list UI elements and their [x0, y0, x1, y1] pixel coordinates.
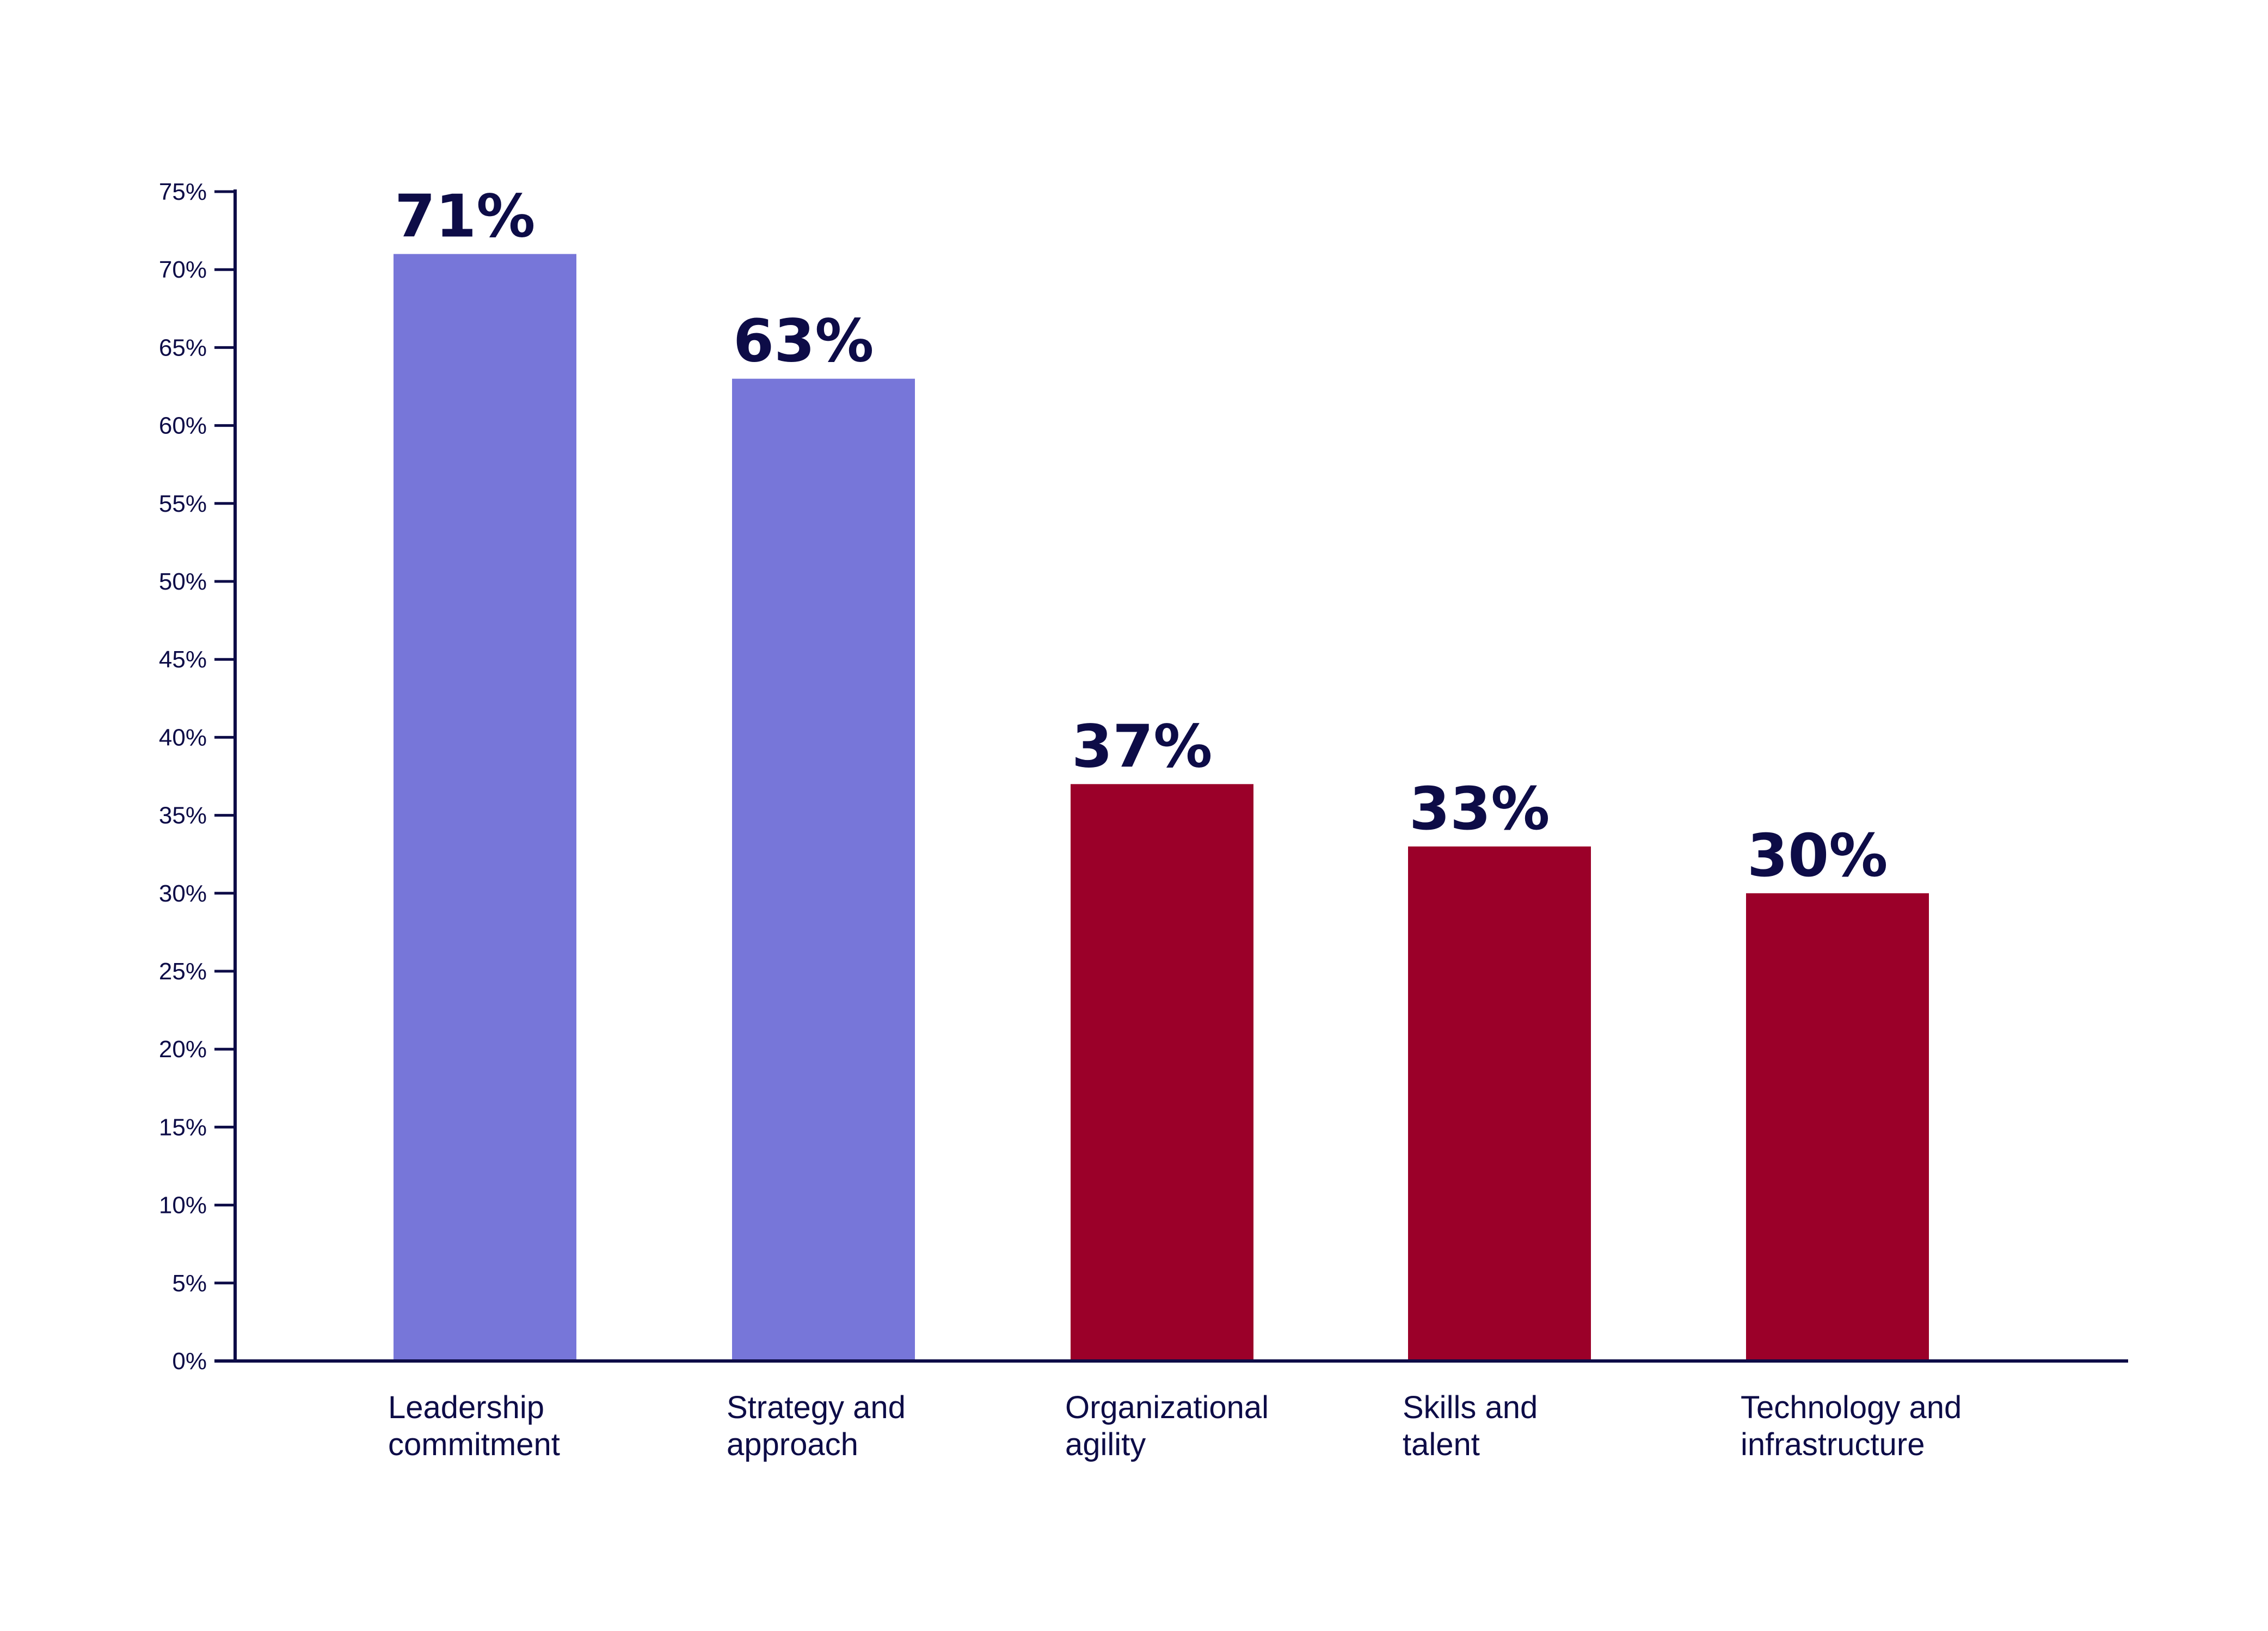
y-tick-label: 25% [159, 958, 207, 985]
data-label: 71% [395, 183, 536, 251]
y-tick-label: 65% [159, 334, 207, 361]
y-tick-label: 55% [159, 490, 207, 517]
bar [394, 254, 576, 1361]
y-tick-label: 15% [159, 1114, 207, 1141]
y-tick-label: 35% [159, 802, 207, 829]
y-tick-label: 40% [159, 724, 207, 751]
value-labels: 71% 63% 37% 33% 30% [395, 183, 1888, 890]
x-category-label: Organizational agility [1065, 1390, 1269, 1462]
data-label: 33% [1409, 775, 1550, 843]
y-tick-label: 75% [159, 179, 207, 205]
bar [1408, 846, 1591, 1361]
bar [732, 378, 915, 1362]
data-label: 30% [1747, 822, 1888, 890]
bar [1746, 893, 1929, 1361]
y-tick-label: 0% [172, 1348, 207, 1375]
y-tick-label: 60% [159, 413, 207, 439]
category-labels: Leadership commitment Strategy and approach… [388, 1390, 1962, 1462]
y-axis-ticks: 0% 5% 10% 15% 20% 25% 30% 35% 40% 45% 50% 55% 60% 65%… [159, 179, 235, 1375]
y-tick-label: 10% [159, 1192, 207, 1219]
data-label: 37% [1072, 713, 1213, 781]
x-category-label: Strategy and approach [727, 1390, 906, 1462]
y-tick-label: 70% [159, 256, 207, 283]
x-category-label: Technology and infrastructure [1741, 1390, 1962, 1462]
bars [394, 254, 1929, 1362]
x-category-label: Leadership commitment [388, 1390, 560, 1462]
y-tick-label: 20% [159, 1036, 207, 1063]
y-tick-label: 5% [172, 1270, 207, 1297]
x-category-label: Skills and talent [1403, 1390, 1538, 1462]
y-tick-label: 50% [159, 568, 207, 595]
bar [1071, 784, 1253, 1361]
data-label: 63% [733, 308, 874, 376]
y-tick-label: 30% [159, 880, 207, 907]
y-tick-label: 45% [159, 646, 207, 673]
